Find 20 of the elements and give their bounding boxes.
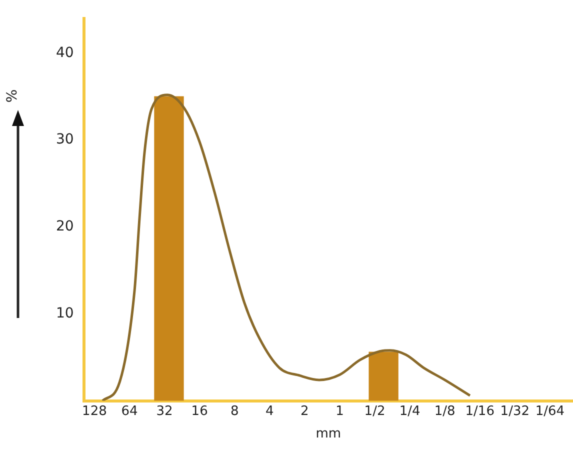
y-tick-label: 30	[56, 132, 74, 148]
y-axis-title: %	[4, 89, 21, 103]
x-tick-label: 32	[156, 404, 173, 419]
x-tick-label: 8	[230, 404, 239, 419]
x-tick-label: 2	[300, 404, 309, 419]
x-tick-label: 1/2	[364, 404, 386, 419]
y-tick-label: 40	[56, 44, 74, 61]
x-tick-label: 1/64	[535, 404, 565, 419]
x-tick-label: 128	[82, 404, 107, 419]
x-tick-label: 1/16	[465, 404, 494, 419]
y-tick-label: 10	[56, 306, 74, 322]
x-tick-label: 64	[121, 404, 138, 419]
x-tick-label: 16	[191, 404, 208, 419]
y-tick-label: 20	[56, 218, 74, 235]
x-tick-label: 1/32	[500, 404, 530, 419]
x-tick-label: 1	[336, 404, 344, 419]
x-tick-label: 1/4	[399, 404, 420, 419]
x-tick-label: 4	[266, 404, 274, 419]
x-tick-label: 1/8	[434, 404, 456, 419]
x-axis-title: mm	[316, 426, 342, 442]
